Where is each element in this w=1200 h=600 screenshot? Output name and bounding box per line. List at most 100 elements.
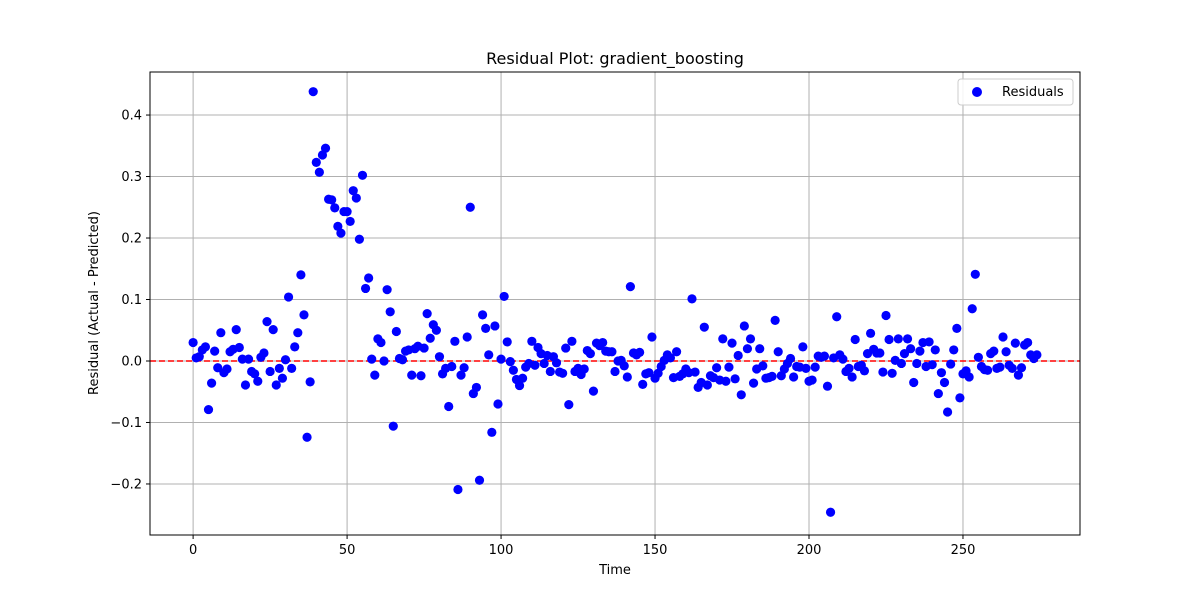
- data-point: [188, 337, 198, 348]
- data-point: [798, 342, 808, 352]
- data-point: [496, 354, 506, 364]
- data-point: [1023, 337, 1033, 348]
- data-point: [832, 312, 842, 322]
- y-tick-label: 0.0: [121, 354, 142, 369]
- data-point: [955, 393, 965, 403]
- data-point: [718, 334, 728, 344]
- data-point: [1016, 363, 1027, 373]
- data-point: [699, 322, 709, 332]
- y-tick-label: 0.4: [121, 109, 142, 124]
- data-point: [875, 348, 885, 358]
- plot-frame: [149, 71, 1081, 536]
- data-point: [527, 336, 537, 346]
- data-point: [687, 294, 697, 304]
- data-point: [434, 352, 445, 362]
- data-point: [644, 368, 654, 378]
- data-point: [902, 334, 913, 344]
- data-point: [240, 380, 251, 390]
- data-point: [579, 364, 589, 374]
- data-point: [416, 371, 426, 381]
- data-point: [419, 343, 429, 353]
- data-point: [456, 370, 466, 380]
- legend-marker-residuals: [972, 87, 982, 97]
- data-point: [847, 372, 857, 382]
- data-point: [964, 372, 974, 382]
- data-point: [450, 336, 460, 346]
- data-point: [265, 366, 275, 377]
- data-point: [1001, 347, 1011, 357]
- data-point: [447, 361, 457, 372]
- data-point: [807, 375, 817, 385]
- data-point: [610, 366, 620, 377]
- data-point: [280, 355, 291, 365]
- data-point: [748, 378, 759, 388]
- x-tick-label: 100: [489, 543, 514, 558]
- data-point: [200, 342, 211, 352]
- data-point: [203, 404, 214, 415]
- data-point: [431, 325, 441, 335]
- data-point: [619, 361, 629, 371]
- data-point: [407, 370, 417, 380]
- data-point: [308, 87, 318, 97]
- data-point: [665, 353, 676, 363]
- data-point: [268, 325, 278, 335]
- data-point: [293, 328, 303, 338]
- data-point: [558, 368, 568, 378]
- data-point: [952, 323, 962, 334]
- y-tick-label: −0.2: [110, 477, 142, 492]
- data-point: [465, 202, 475, 212]
- data-point: [290, 342, 300, 352]
- data-point: [946, 359, 956, 369]
- data-point: [287, 363, 297, 373]
- x-tick-label: 200: [797, 543, 822, 558]
- data-point: [739, 321, 749, 331]
- data-point: [502, 337, 512, 347]
- y-axis-title: Residual (Actual - Predicted): [87, 211, 102, 395]
- data-point: [881, 310, 891, 321]
- data-point: [370, 370, 380, 380]
- data-point: [311, 157, 321, 167]
- data-point: [893, 334, 903, 344]
- data-point: [231, 325, 241, 335]
- data-point: [635, 347, 645, 357]
- data-point: [588, 386, 599, 396]
- data-point: [789, 372, 799, 382]
- data-point: [564, 400, 574, 410]
- x-axis: 0 50 100 150 200 250: [189, 535, 975, 558]
- data-point: [302, 432, 312, 442]
- data-point: [622, 372, 632, 382]
- residual-points: [188, 87, 1042, 517]
- data-point: [598, 337, 608, 348]
- data-point: [459, 363, 469, 373]
- x-tick-label: 0: [189, 543, 197, 558]
- data-point: [216, 328, 226, 338]
- data-point: [530, 360, 540, 370]
- data-point: [487, 427, 497, 437]
- data-point: [906, 344, 916, 354]
- data-point: [742, 344, 753, 354]
- data-point: [1032, 350, 1042, 360]
- data-point: [367, 354, 377, 364]
- data-point: [499, 291, 509, 302]
- data-point: [567, 336, 577, 346]
- data-point: [942, 407, 953, 417]
- data-point: [896, 358, 906, 369]
- data-point: [745, 334, 756, 344]
- data-point: [397, 355, 408, 365]
- data-point: [949, 345, 959, 355]
- data-point: [351, 193, 361, 203]
- data-point: [514, 380, 525, 391]
- data-point: [484, 350, 494, 360]
- data-point: [320, 143, 331, 153]
- data-point: [376, 337, 386, 348]
- data-point: [838, 354, 848, 364]
- data-point: [924, 337, 934, 347]
- data-point: [422, 309, 432, 319]
- data-point: [647, 332, 657, 342]
- data-point: [314, 167, 324, 177]
- data-point: [505, 357, 515, 367]
- data-point: [453, 484, 463, 495]
- data-point: [638, 379, 648, 389]
- data-point: [607, 347, 617, 357]
